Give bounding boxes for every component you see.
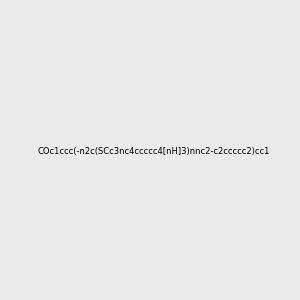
Text: COc1ccc(-n2c(SCc3nc4ccccc4[nH]3)nnc2-c2ccccc2)cc1: COc1ccc(-n2c(SCc3nc4ccccc4[nH]3)nnc2-c2c… (38, 147, 270, 156)
